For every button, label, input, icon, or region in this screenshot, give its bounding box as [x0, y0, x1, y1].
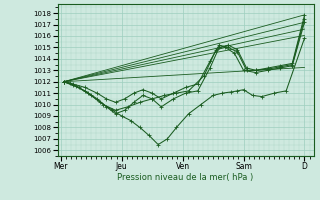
X-axis label: Pression niveau de la mer( hPa ): Pression niveau de la mer( hPa ): [117, 173, 254, 182]
